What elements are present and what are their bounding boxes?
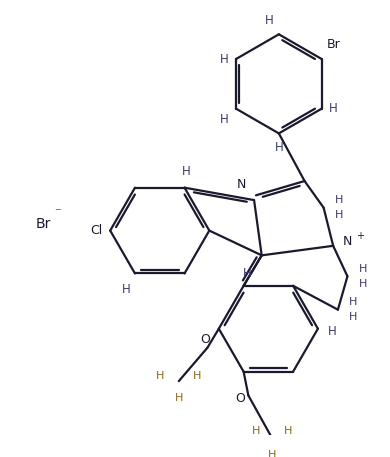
- Text: N: N: [343, 234, 352, 248]
- Text: H: H: [220, 53, 228, 65]
- Text: H: H: [335, 195, 344, 205]
- Text: H: H: [275, 141, 284, 154]
- Text: H: H: [349, 297, 358, 307]
- Text: Cl: Cl: [90, 224, 103, 237]
- Text: +: +: [356, 231, 364, 241]
- Text: H: H: [330, 102, 338, 115]
- Text: H: H: [335, 210, 344, 220]
- Text: H: H: [328, 325, 336, 338]
- Text: H: H: [349, 312, 358, 322]
- Text: Br: Br: [36, 217, 51, 231]
- Text: Br: Br: [326, 38, 340, 52]
- Text: H: H: [182, 165, 191, 178]
- Text: H: H: [243, 267, 252, 280]
- Text: O: O: [236, 392, 245, 405]
- Text: H: H: [175, 393, 183, 403]
- Text: H: H: [359, 279, 367, 289]
- Text: N: N: [237, 178, 246, 191]
- Text: H: H: [220, 113, 228, 127]
- Text: H: H: [121, 283, 130, 296]
- Text: ⁻: ⁻: [54, 206, 60, 219]
- Text: O: O: [200, 333, 210, 346]
- Text: H: H: [265, 14, 274, 27]
- Text: H: H: [359, 264, 367, 274]
- Text: H: H: [268, 450, 277, 457]
- Text: H: H: [193, 372, 202, 381]
- Text: H: H: [156, 372, 165, 381]
- Text: H: H: [284, 425, 292, 436]
- Text: H: H: [252, 425, 261, 436]
